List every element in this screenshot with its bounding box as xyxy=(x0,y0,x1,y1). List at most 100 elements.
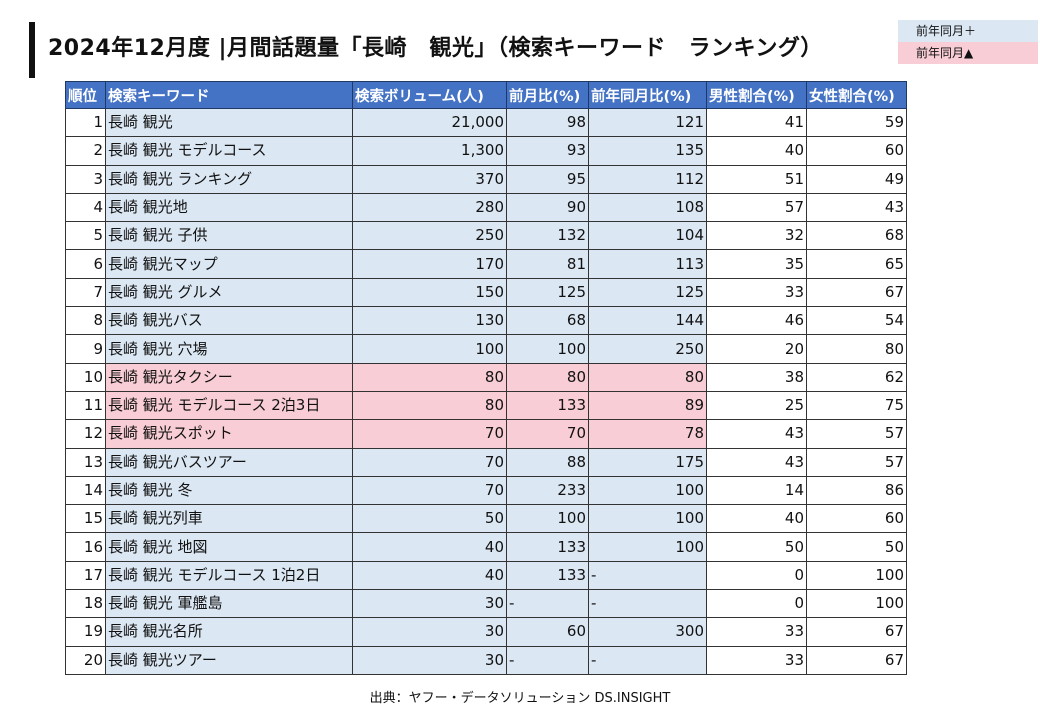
cell-rank: 4 xyxy=(65,192,106,223)
cell-yoy: 121 xyxy=(588,107,707,138)
cell-keyword: 長崎 観光 モデルコース xyxy=(105,136,353,166)
cell-yoy: 108 xyxy=(588,192,707,223)
cell-yoy: - xyxy=(588,645,707,675)
cell-rank: 1 xyxy=(65,107,106,138)
cell-rank: 8 xyxy=(65,306,106,336)
cell-keyword: 長崎 観光 軍艦島 xyxy=(105,589,353,619)
table-row: 9 長崎 観光 穴場 100 100 250 20 80 xyxy=(65,334,907,364)
table-row: 8 長崎 観光バス 130 68 144 46 54 xyxy=(65,306,907,336)
page-title: 2024年12月度 |月間話題量「長崎 観光」（検索キーワード ランキング） xyxy=(48,36,823,61)
cell-female: 54 xyxy=(806,306,907,336)
cell-keyword: 長崎 観光列車 xyxy=(105,504,353,534)
cell-mom: 132 xyxy=(506,221,589,251)
cell-mom: 95 xyxy=(506,164,589,194)
cell-male: 57 xyxy=(706,192,807,223)
header-rank: 順位 xyxy=(65,81,106,109)
table-row: 2 長崎 観光 モデルコース 1,300 93 135 40 60 xyxy=(65,136,907,166)
cell-male: 14 xyxy=(706,475,807,506)
cell-male: 35 xyxy=(706,249,807,279)
cell-volume: 70 xyxy=(352,447,507,477)
cell-female: 67 xyxy=(806,277,907,308)
cell-mom: 233 xyxy=(506,475,589,506)
cell-keyword: 長崎 観光スポット xyxy=(105,419,353,449)
table-row: 17 長崎 観光 モデルコース 1泊2日 40 133-0 100 xyxy=(65,560,907,591)
cell-rank: 5 xyxy=(65,221,106,251)
table-row: 20 長崎 観光ツアー 30- -33 67 xyxy=(65,645,907,675)
cell-volume: 1,300 xyxy=(352,136,507,166)
cell-female: 62 xyxy=(806,362,907,392)
table-row: 15 長崎 観光列車 50 100 100 40 60 xyxy=(65,504,907,534)
cell-rank: 9 xyxy=(65,334,106,364)
cell-volume: 21,000 xyxy=(352,107,507,138)
table-row: 7 長崎 観光 グルメ 150 125 125 33 67 xyxy=(65,277,907,308)
cell-keyword: 長崎 観光 モデルコース 1泊2日 xyxy=(105,560,353,591)
cell-female: 75 xyxy=(806,390,907,421)
cell-keyword: 長崎 観光 子供 xyxy=(105,221,353,251)
table-row: 1 長崎 観光 21,000 98 121 41 59 xyxy=(65,107,907,138)
cell-yoy: 135 xyxy=(588,136,707,166)
keyword-ranking-table: 順位 検索キーワード 検索ボリューム(人) 前月比(%) 前年同月比(%) 男性… xyxy=(65,81,907,675)
cell-yoy: 300 xyxy=(588,617,707,647)
cell-female: 60 xyxy=(806,136,907,166)
cell-volume: 30 xyxy=(352,589,507,619)
source-note: 出典：ヤフー・データソリューション DS.INSIGHT xyxy=(369,691,671,706)
header-mom: 前月比(%) xyxy=(506,81,589,109)
cell-yoy: - xyxy=(588,560,707,591)
table-row: 12 長崎 観光スポット 70 70 78 43 57 xyxy=(65,419,907,449)
cell-female: 68 xyxy=(806,221,907,251)
cell-female: 60 xyxy=(806,504,907,534)
table-header-row: 順位 検索キーワード 検索ボリューム(人) 前月比(%) 前年同月比(%) 男性… xyxy=(65,81,907,109)
cell-volume: 80 xyxy=(352,362,507,392)
cell-volume: 280 xyxy=(352,192,507,223)
table-body: 1 長崎 観光 21,000 98 121 41 59 2 長崎 観光 モデルコース 1,300 9… xyxy=(65,107,907,675)
cell-rank: 17 xyxy=(65,560,106,591)
cell-yoy: 175 xyxy=(588,447,707,477)
cell-female: 80 xyxy=(806,334,907,364)
cell-volume: 80 xyxy=(352,390,507,421)
table-row: 13 長崎 観光バスツアー 70 88 175 43 57 xyxy=(65,447,907,477)
cell-male: 43 xyxy=(706,447,807,477)
cell-mom: 88 xyxy=(506,447,589,477)
cell-volume: 250 xyxy=(352,221,507,251)
cell-volume: 170 xyxy=(352,249,507,279)
cell-male: 33 xyxy=(706,277,807,308)
cell-rank: 18 xyxy=(65,589,106,619)
cell-mom: 60 xyxy=(506,617,589,647)
table-row: 3 長崎 観光 ランキング 370 95 112 51 49 xyxy=(65,164,907,194)
cell-male: 33 xyxy=(706,617,807,647)
cell-female: 59 xyxy=(806,107,907,138)
cell-male: 46 xyxy=(706,306,807,336)
cell-keyword: 長崎 観光 xyxy=(105,107,353,138)
cell-rank: 6 xyxy=(65,249,106,279)
header-keyword: 検索キーワード xyxy=(105,81,353,109)
cell-male: 41 xyxy=(706,107,807,138)
color-legend: 前年同月＋ 前年同月▲ xyxy=(898,20,1038,64)
cell-volume: 30 xyxy=(352,617,507,647)
cell-rank: 14 xyxy=(65,475,106,506)
cell-volume: 30 xyxy=(352,645,507,675)
cell-rank: 15 xyxy=(65,504,106,534)
table-row: 5 長崎 観光 子供 250 132 104 32 68 xyxy=(65,221,907,251)
cell-volume: 40 xyxy=(352,532,507,562)
header-male: 男性割合(%) xyxy=(706,81,807,109)
cell-female: 100 xyxy=(806,589,907,619)
cell-keyword: 長崎 観光ツアー xyxy=(105,645,353,675)
cell-volume: 150 xyxy=(352,277,507,308)
cell-male: 40 xyxy=(706,504,807,534)
table-row: 11 長崎 観光 モデルコース 2泊3日 80 133 89 25 75 xyxy=(65,390,907,421)
cell-yoy: 112 xyxy=(588,164,707,194)
legend-positive: 前年同月＋ xyxy=(898,20,1038,42)
cell-female: 50 xyxy=(806,532,907,562)
cell-yoy: 104 xyxy=(588,221,707,251)
cell-mom: 98 xyxy=(506,107,589,138)
cell-yoy: 100 xyxy=(588,475,707,506)
cell-mom: - xyxy=(506,589,589,619)
cell-keyword: 長崎 観光バス xyxy=(105,306,353,336)
cell-keyword: 長崎 観光 穴場 xyxy=(105,334,353,364)
cell-mom: 133 xyxy=(506,560,589,591)
cell-keyword: 長崎 観光バスツアー xyxy=(105,447,353,477)
cell-yoy: 100 xyxy=(588,532,707,562)
cell-mom: 100 xyxy=(506,334,589,364)
cell-volume: 40 xyxy=(352,560,507,591)
cell-yoy: - xyxy=(588,589,707,619)
